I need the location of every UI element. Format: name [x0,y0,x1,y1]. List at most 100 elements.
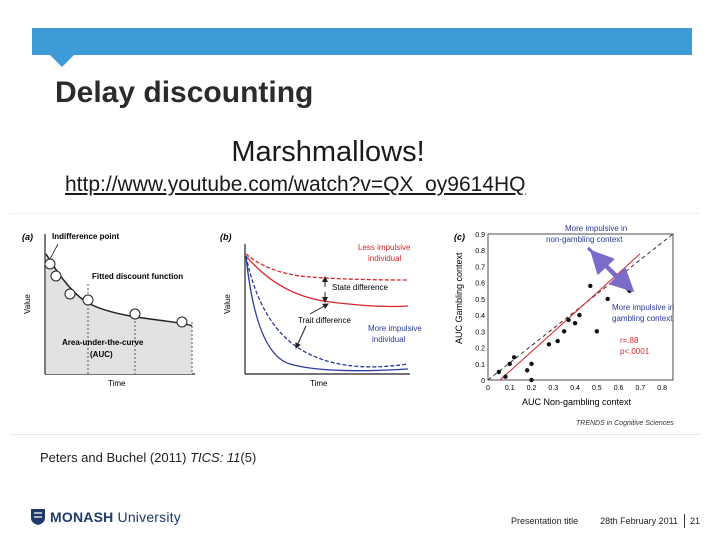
delay-discounting-figure: (a) Indifference point Fitted discount f… [10,213,700,435]
less-impulsive-dashed-curve [245,253,409,281]
header-accent-bar [32,28,692,55]
less-impulsive-curve [245,255,409,308]
panel-c: (c) 0 0.1 0.2 0.3 0.4 0.5 0.6 0.7 0.8 0.9 0 0.1 0.2 0… [454,224,674,427]
scatter-point [529,361,534,366]
y-tick-label: 0 [481,378,485,385]
scatter-point [555,338,560,344]
monash-logo: MONASH University [30,508,181,526]
state-difference-label: State difference [332,283,388,292]
y-tick-label: 0.7 [475,264,485,271]
stat-r: r=.88 [620,336,639,345]
panel-b: (b) Less impulsive individual State diff… [220,232,422,388]
presentation-title: Presentation title [511,516,579,526]
panel-c-ylabel: AUC Gambling context [454,252,464,344]
panel-a-xlabel: Time [108,379,126,388]
more-impulsive-label: More impulsive [368,324,422,333]
indifference-pointer [49,243,59,260]
x-tick-label: 0.7 [635,385,645,392]
university-name: MONASH University [50,509,181,525]
y-tick-label: 0.5 [475,297,485,304]
slide-subtitle: Marshmallows! [0,136,720,169]
panel-a-letter: (a) [22,232,33,242]
annot-top-1: More impulsive in [565,224,627,233]
x-tick-label: 0.1 [505,385,515,392]
more-impulsive-dashed-curve [245,255,409,368]
footer-meta: Presentation title 28th February 2011 21 [511,514,700,528]
footer-separator [683,514,685,528]
header-accent-notch [50,55,74,67]
trait-diff-arrow-down [295,325,307,349]
slide-title: Delay discounting [55,76,314,109]
indifference-point [44,258,56,270]
scatter-point [566,317,571,323]
panel-c-ticks: 0 0.1 0.2 0.3 0.4 0.5 0.6 0.7 0.8 0.9 0 0.1 0.2 0.3 0.… [475,232,667,392]
figure-caption: Peters and Buchel (2011) TICS: 11(5) [40,450,256,465]
panel-c-plot-frame [487,233,674,381]
panel-c-xlabel: AUC Non-gambling context [522,397,632,407]
x-tick-label: 0.8 [657,385,667,392]
subtitle-text: Marshmallows! [231,136,425,168]
panel-a-auc-abbrev: (AUC) [90,350,113,359]
indifference-point [64,288,76,300]
panel-a-fitted-label: Fitted discount function [92,272,183,281]
y-tick-label: 0.2 [475,346,485,353]
annot-bottom-2: gambling context [612,314,673,323]
caption-issue: (5) [240,450,257,465]
less-impulsive-label: Less impulsive [358,243,411,252]
x-tick-label: 0.2 [527,385,537,392]
x-tick-label: 0.4 [570,385,580,392]
indifference-point [82,294,94,306]
y-tick-label: 0.8 [475,248,485,255]
identity-line [487,233,674,381]
page-number: 21 [689,516,700,526]
university-name-rest: University [113,509,181,525]
more-impulsive-curve [245,255,409,372]
panel-b-xlabel: Time [310,379,328,388]
monash-crest-icon [31,509,45,525]
panel-a-indifference-label: Indifference point [52,232,119,241]
panel-a-auc-label: Area-under-the-curve [62,338,144,347]
scatter-point [524,368,530,373]
scatter-point [588,283,593,289]
annot-bottom-1: More impulsive in [612,303,674,312]
scatter-point [605,296,610,302]
panel-a-ylabel: Value [23,294,32,314]
presentation-date: 28th February 2011 [600,516,678,526]
caption-authors: Peters and Buchel (2011) [40,450,191,465]
indifference-point [129,308,141,320]
university-name-strong: MONASH [50,509,114,525]
panel-b-letter: (b) [220,232,232,242]
scatter-point [503,374,508,379]
scatter-point [594,329,600,334]
trait-diff-arrow-up [309,303,329,315]
y-tick-label: 0.6 [475,281,485,288]
scatter-point [496,369,502,375]
x-tick-label: 0 [486,385,490,392]
x-tick-label: 0.5 [592,385,602,392]
y-tick-label: 0.3 [475,329,485,336]
scatter-point [546,342,552,347]
figure-credit: TRENDS in Cognitive Sciences [576,420,674,427]
panel-b-ylabel: Value [223,294,232,314]
y-tick-label: 0.9 [475,232,485,239]
scatter-point [572,321,578,326]
scatter-point [511,355,517,360]
stat-p: p<.0001 [620,347,650,356]
indifference-point [50,270,62,282]
more-impulsive-label-2: individual [372,335,406,344]
impulsivity-arrow-up [589,249,630,292]
scatter-point [507,361,512,366]
panel-c-letter: (c) [454,232,465,242]
scatter-point [577,312,582,318]
annot-top-2: non-gambling context [546,235,623,244]
trait-difference-label: Trait difference [298,316,351,325]
y-tick-label: 0.1 [475,362,485,369]
panel-c-points [496,277,632,383]
indifference-point [176,316,188,328]
y-tick-label: 0.4 [475,313,485,320]
panel-a: (a) Indifference point Fitted discount f… [22,232,195,388]
youtube-link[interactable]: http://www.youtube.com/watch?v=QX_oy9614… [65,173,526,196]
scatter-point [561,329,567,334]
x-tick-label: 0.6 [614,385,624,392]
figure-svg: (a) Indifference point Fitted discount f… [22,224,674,427]
